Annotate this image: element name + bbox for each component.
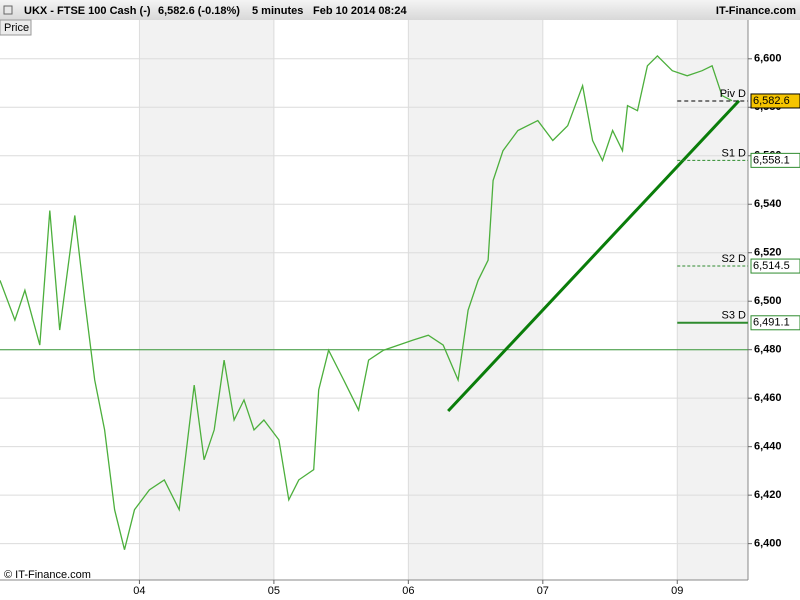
y-tick-label: 6,500 bbox=[754, 295, 782, 307]
y-tick-label: 6,460 bbox=[754, 392, 782, 404]
header-quote: 6,582.6 (-0.18%) bbox=[158, 5, 240, 17]
trend-line bbox=[447, 99, 741, 413]
header-brand: IT-Finance.com bbox=[716, 5, 796, 17]
pane-label: Price bbox=[4, 22, 29, 34]
x-tick-label: 04 bbox=[133, 585, 145, 597]
y-tick-label: 6,400 bbox=[754, 538, 782, 550]
x-tick-label: 05 bbox=[268, 585, 280, 597]
level-name: S2 D bbox=[722, 253, 747, 265]
y-tick-label: 6,600 bbox=[754, 53, 782, 65]
day-band bbox=[408, 20, 543, 580]
y-tick-label: 6,440 bbox=[754, 441, 782, 453]
level-name: S3 D bbox=[722, 310, 747, 322]
header-bar bbox=[0, 0, 800, 20]
y-tick-label: 6,520 bbox=[754, 247, 782, 259]
y-tick-label: 6,480 bbox=[754, 344, 782, 356]
x-tick-label: 07 bbox=[537, 585, 549, 597]
level-box bbox=[750, 315, 800, 331]
level-box bbox=[750, 152, 800, 168]
level-box bbox=[750, 258, 800, 274]
y-tick-label: 6,540 bbox=[754, 198, 782, 210]
level-label: 6,582.6 bbox=[753, 95, 790, 107]
footer: © IT-Finance.com bbox=[4, 569, 91, 581]
level-name: S1 D bbox=[722, 147, 747, 159]
header-timestamp: Feb 10 2014 08:24 bbox=[313, 5, 407, 17]
day-band bbox=[139, 20, 274, 580]
window-icon bbox=[3, 5, 13, 15]
level-label: 6,514.5 bbox=[753, 260, 790, 272]
day-band bbox=[677, 20, 748, 580]
level-box bbox=[750, 93, 800, 109]
level-name: Piv D bbox=[720, 88, 746, 100]
pane-label-box bbox=[0, 19, 32, 36]
x-tick-label: 06 bbox=[402, 585, 414, 597]
y-tick-label: 6,420 bbox=[754, 489, 782, 501]
header-interval: 5 minutes bbox=[252, 5, 303, 17]
price-line bbox=[0, 54, 733, 550]
level-label: 6,491.1 bbox=[753, 317, 790, 329]
plot-area bbox=[0, 20, 748, 580]
level-label: 6,558.1 bbox=[753, 154, 790, 166]
header-title: UKX - FTSE 100 Cash (-) bbox=[24, 5, 151, 17]
x-tick-label: 09 bbox=[671, 585, 683, 597]
